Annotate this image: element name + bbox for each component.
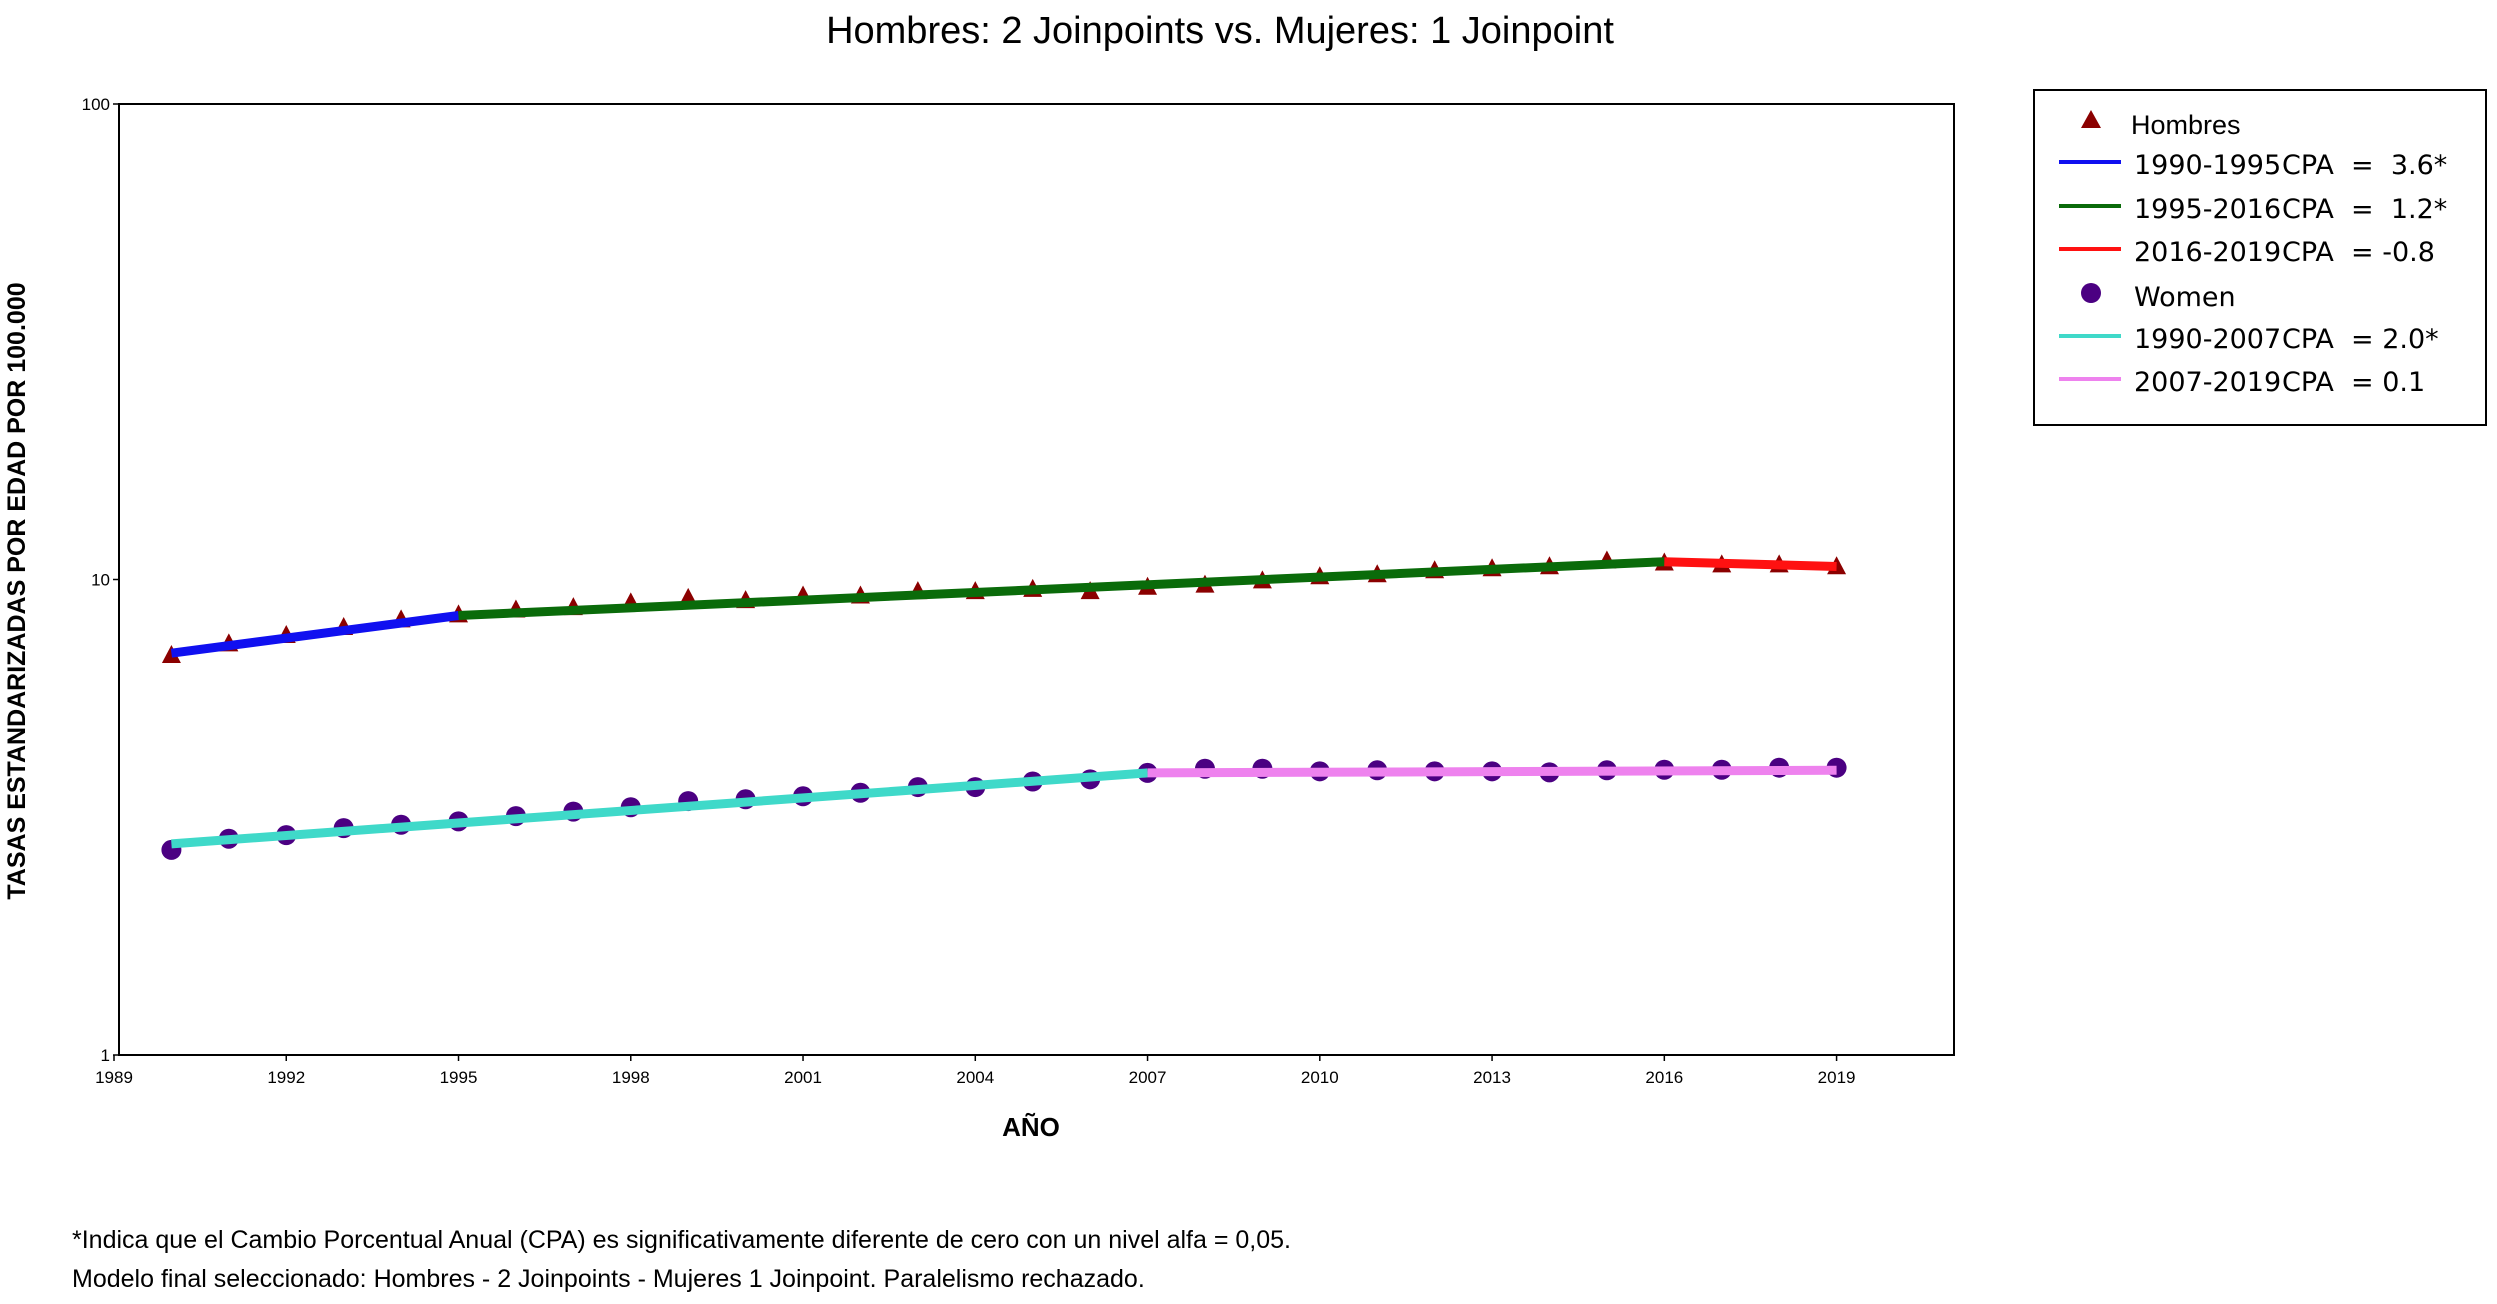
legend-segment-cpa: CPA = 0.1 xyxy=(2282,367,2425,398)
legend-circle-icon xyxy=(2081,283,2101,303)
x-tick-label: 2019 xyxy=(1818,1068,1856,1087)
legend-segment-cpa: CPA = -0.8 xyxy=(2282,237,2435,268)
hombres-point xyxy=(161,644,181,663)
x-axis-label: AÑO xyxy=(1002,1112,1060,1142)
x-tick-label: 1992 xyxy=(267,1068,305,1087)
chart-title: Hombres: 2 Joinpoints vs. Mujeres: 1 Joi… xyxy=(826,10,1614,52)
legend-triangle-icon xyxy=(2081,110,2101,128)
legend-box xyxy=(2033,89,2487,426)
legend-series-label: Women xyxy=(2134,282,2236,313)
footnote-significance: *Indica que el Cambio Porcentual Anual (… xyxy=(72,1226,1291,1254)
legend-segment-period: 1990-1995 xyxy=(2134,150,2281,181)
segment-1990-1995 xyxy=(170,611,460,658)
segment-1995-2016 xyxy=(458,557,1665,621)
y-axis-label: TASAS ESTANDARIZADAS POR EDAD POR 100.00… xyxy=(3,282,31,899)
x-tick-label: 2016 xyxy=(1645,1068,1683,1087)
legend-segment-period: 2007-2019 xyxy=(2134,367,2281,398)
footnote-model: Modelo final seleccionado: Hombres - 2 J… xyxy=(72,1265,1145,1293)
legend-segment-period: 1990-2007 xyxy=(2134,324,2281,355)
x-tick-label: 2001 xyxy=(784,1068,822,1087)
x-tick-label: 2010 xyxy=(1301,1068,1339,1087)
segment-1990-2007 xyxy=(171,768,1148,849)
y-tick-label: 100 xyxy=(82,95,110,114)
legend-segment-cpa: CPA = 1.2* xyxy=(2282,194,2447,225)
trend-segments xyxy=(170,557,1837,849)
legend-segment-cpa: CPA = 3.6* xyxy=(2282,150,2447,181)
y-tick-label: 10 xyxy=(91,571,110,590)
x-tick-label: 1995 xyxy=(440,1068,478,1087)
data-markers xyxy=(161,550,1847,860)
y-tick-label: 1 xyxy=(101,1046,110,1065)
segment-2016-2019 xyxy=(1664,557,1837,571)
x-tick-label: 2004 xyxy=(956,1068,994,1087)
legend-segment-period: 1995-2016 xyxy=(2134,194,2281,225)
plot-area-border xyxy=(118,103,1955,1056)
legend-segment-period: 2016-2019 xyxy=(2134,237,2281,268)
x-tick-label: 1989 xyxy=(95,1068,133,1087)
legend-series-label: Hombres xyxy=(2131,110,2241,140)
legend-segment-cpa: CPA = 2.0* xyxy=(2282,324,2439,355)
x-tick-label: 2007 xyxy=(1129,1068,1167,1087)
x-axis: 1989 1992 1995 1998 2001 2004 2007 2010 2013 2016… xyxy=(95,1055,1855,1087)
x-tick-label: 2013 xyxy=(1473,1068,1511,1087)
x-tick-label: 1998 xyxy=(612,1068,650,1087)
y-axis: 1 10 100 xyxy=(82,95,119,1065)
segment-2007-2019 xyxy=(1147,765,1837,778)
